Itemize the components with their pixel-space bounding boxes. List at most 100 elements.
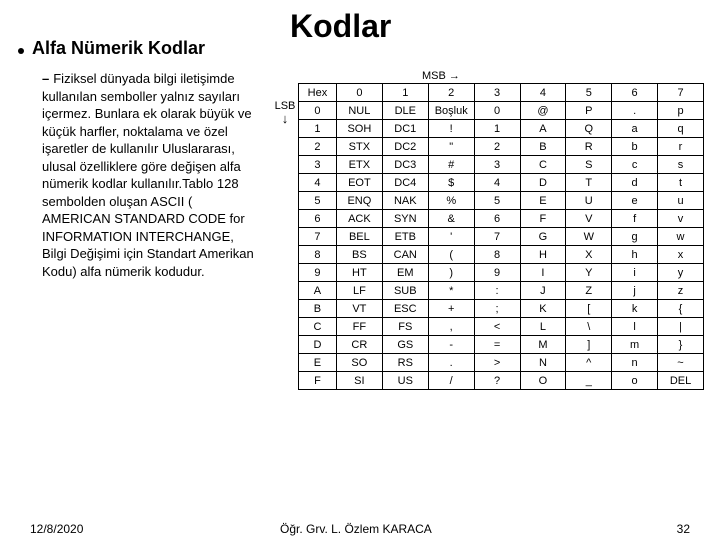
table-cell: r	[658, 138, 704, 156]
table-header-cell: Hex	[299, 84, 337, 102]
table-row: 2STXDC2"2BRbr	[299, 138, 704, 156]
table-cell: i	[612, 264, 658, 282]
table-cell: DC1	[382, 120, 428, 138]
table-cell: ESC	[382, 300, 428, 318]
table-cell: 2	[299, 138, 337, 156]
table-cell: O	[520, 372, 566, 390]
table-cell: |	[658, 318, 704, 336]
arrow-down-icon: ↓	[272, 112, 298, 125]
table-row: 1SOHDC1!1AQaq	[299, 120, 704, 138]
table-header-cell: 0	[336, 84, 382, 102]
table-cell: j	[612, 282, 658, 300]
table-cell: #	[428, 156, 474, 174]
table-cell: W	[566, 228, 612, 246]
msb-label: MSB	[272, 70, 704, 82]
table-cell: ETB	[382, 228, 428, 246]
ascii-table: Hex012345670NULDLEBoşluk0@P.p1SOHDC1!1AQ…	[298, 83, 704, 390]
table-cell: c	[612, 156, 658, 174]
table-cell: HT	[336, 264, 382, 282]
table-cell: ~	[658, 354, 704, 372]
table-cell: 7	[299, 228, 337, 246]
table-cell: 4	[299, 174, 337, 192]
table-cell: >	[474, 354, 520, 372]
table-cell: V	[566, 210, 612, 228]
table-cell: SOH	[336, 120, 382, 138]
table-cell: \	[566, 318, 612, 336]
table-cell: s	[658, 156, 704, 174]
table-cell: $	[428, 174, 474, 192]
table-cell: 5	[299, 192, 337, 210]
table-cell: 0	[299, 102, 337, 120]
table-cell: G	[520, 228, 566, 246]
table-cell: l	[612, 318, 658, 336]
table-cell: E	[299, 354, 337, 372]
table-cell: FF	[336, 318, 382, 336]
table-cell: A	[520, 120, 566, 138]
table-cell: F	[520, 210, 566, 228]
table-row: 8BSCAN(8HXhx	[299, 246, 704, 264]
table-cell: Boşluk	[428, 102, 474, 120]
table-cell: GS	[382, 336, 428, 354]
table-cell: R	[566, 138, 612, 156]
table-cell: F	[299, 372, 337, 390]
table-cell: }	[658, 336, 704, 354]
table-cell: +	[428, 300, 474, 318]
table-cell: Y	[566, 264, 612, 282]
table-cell: u	[658, 192, 704, 210]
table-cell: p	[658, 102, 704, 120]
table-cell: L	[520, 318, 566, 336]
table-cell: w	[658, 228, 704, 246]
table-cell: BEL	[336, 228, 382, 246]
table-row: 9HTEM)9IYiy	[299, 264, 704, 282]
table-cell: d	[612, 174, 658, 192]
table-cell: 3	[474, 156, 520, 174]
table-header-cell: 7	[658, 84, 704, 102]
table-cell: A	[299, 282, 337, 300]
table-cell: 8	[299, 246, 337, 264]
table-cell: C	[299, 318, 337, 336]
table-cell: C	[520, 156, 566, 174]
page-title: Kodlar	[290, 8, 391, 45]
table-cell: @	[520, 102, 566, 120]
table-cell: FS	[382, 318, 428, 336]
table-cell: )	[428, 264, 474, 282]
table-cell: DLE	[382, 102, 428, 120]
table-header-cell: 5	[566, 84, 612, 102]
table-cell: =	[474, 336, 520, 354]
table-header-cell: 1	[382, 84, 428, 102]
table-header-cell: 3	[474, 84, 520, 102]
table-cell: H	[520, 246, 566, 264]
table-row: CFFFS,<L\l|	[299, 318, 704, 336]
footer-date: 12/8/2020	[30, 522, 83, 536]
ascii-table-region: MSB LSB ↓ Hex012345670NULDLEBoşluk0@P.p1…	[272, 70, 704, 390]
footer-page: 32	[677, 522, 690, 536]
table-cell: BS	[336, 246, 382, 264]
table-cell: m	[612, 336, 658, 354]
table-cell: !	[428, 120, 474, 138]
table-cell: a	[612, 120, 658, 138]
table-cell: z	[658, 282, 704, 300]
table-row: DCRGS-=M]m}	[299, 336, 704, 354]
table-cell: .	[428, 354, 474, 372]
table-cell: B	[520, 138, 566, 156]
table-cell: ENQ	[336, 192, 382, 210]
table-cell: ,	[428, 318, 474, 336]
table-cell: ACK	[336, 210, 382, 228]
table-cell: b	[612, 138, 658, 156]
dash-icon: –	[42, 71, 49, 86]
table-cell: [	[566, 300, 612, 318]
table-cell: DC4	[382, 174, 428, 192]
table-cell: 0	[474, 102, 520, 120]
table-cell: y	[658, 264, 704, 282]
table-cell: DC2	[382, 138, 428, 156]
table-cell: 8	[474, 246, 520, 264]
table-cell: 6	[299, 210, 337, 228]
table-cell: SO	[336, 354, 382, 372]
table-cell: e	[612, 192, 658, 210]
lsb-label: LSB ↓	[272, 100, 298, 125]
table-cell: 4	[474, 174, 520, 192]
table-cell: k	[612, 300, 658, 318]
table-cell: SUB	[382, 282, 428, 300]
table-cell: EM	[382, 264, 428, 282]
table-cell: DC3	[382, 156, 428, 174]
